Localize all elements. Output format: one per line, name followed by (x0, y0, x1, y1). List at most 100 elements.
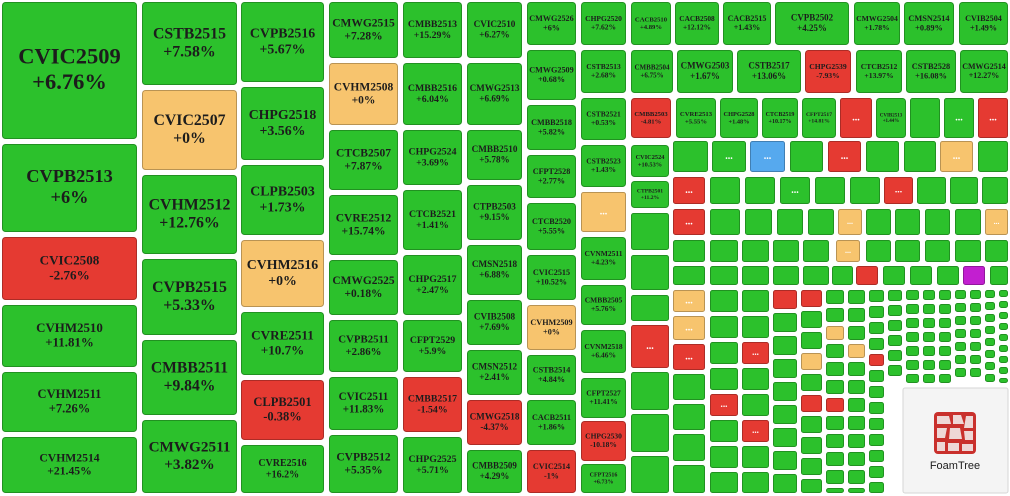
tile (801, 458, 822, 475)
tile (848, 380, 865, 394)
tile (923, 332, 935, 342)
tile (848, 452, 865, 466)
tile (970, 355, 981, 364)
tile (848, 326, 865, 340)
tile (527, 105, 576, 150)
tile (773, 405, 797, 424)
tile (467, 63, 522, 125)
tile (848, 344, 865, 358)
tile-name: CMWG2525 (332, 275, 395, 287)
tile (848, 416, 865, 430)
tile (848, 470, 865, 484)
tile (939, 290, 951, 300)
tile (710, 177, 740, 204)
tile-name: CMBB2511 (151, 359, 228, 376)
tile (710, 266, 738, 285)
more-label: ... (845, 246, 851, 255)
tile (467, 400, 522, 445)
tile (985, 314, 995, 322)
tile-name: CFPT2529 (410, 335, 455, 346)
tile-change: +1.44% (883, 119, 900, 124)
tile-change: +0% (543, 327, 560, 336)
tile-name: CACB2511 (532, 413, 571, 422)
tile (750, 141, 785, 172)
tile (999, 378, 1008, 383)
tile (742, 316, 769, 338)
tile (673, 316, 705, 340)
tile (710, 240, 738, 262)
tile-name: CVPB2511 (338, 334, 389, 346)
tile (869, 434, 884, 446)
tile (742, 420, 769, 442)
tile (985, 290, 995, 298)
tile-name: CVNM2511 (585, 249, 623, 258)
tile (869, 466, 884, 478)
tile-change: +12.76% (159, 215, 219, 232)
tile (241, 240, 324, 307)
tile-name: CHPG2539 (809, 62, 847, 71)
tile (329, 377, 398, 430)
tile (856, 50, 902, 93)
tile (999, 356, 1008, 363)
tile (773, 359, 797, 378)
tile-change: +0% (268, 273, 297, 288)
tile (527, 203, 576, 250)
tile (801, 290, 822, 307)
tile-name: CVHM2514 (39, 451, 99, 464)
tile (775, 2, 849, 45)
tile (888, 305, 902, 316)
tile (869, 402, 884, 414)
tile (581, 237, 626, 280)
tile (955, 240, 981, 262)
tile-name: CHPG2517 (408, 274, 456, 285)
tile-name: CLPB2503 (250, 184, 315, 199)
tile (832, 266, 853, 285)
tile (869, 386, 884, 398)
tile (773, 336, 797, 355)
tile (581, 192, 626, 232)
tile (329, 260, 398, 315)
tile (950, 177, 978, 204)
tile (527, 450, 576, 493)
tile-name: CMSN2512 (472, 362, 518, 372)
tile (869, 482, 884, 493)
tile (801, 332, 822, 349)
tile (581, 378, 626, 418)
tile (527, 400, 576, 445)
tile (773, 290, 797, 309)
tile (723, 2, 771, 45)
tile (888, 365, 902, 376)
tile (848, 362, 865, 376)
tile-name: CMBB2518 (531, 118, 572, 127)
tile-name: CSTB2513 (586, 62, 621, 71)
tile (925, 209, 950, 235)
tile (985, 338, 995, 346)
tile (581, 330, 626, 373)
tile (581, 421, 626, 461)
tile-change: +4.29% (480, 471, 510, 481)
tile-change: +1.78% (864, 23, 889, 32)
tile (999, 334, 1008, 341)
tile (403, 130, 462, 185)
tile-change: +1.73% (260, 199, 306, 214)
tile-change: +1.49% (970, 23, 997, 32)
tile-name: CVRE2512 (336, 212, 392, 224)
tile (673, 141, 708, 172)
tile-change: +13.97% (864, 71, 893, 80)
tile-change: +5.55% (538, 226, 565, 235)
tile (631, 414, 669, 452)
tile-change: +10.17% (769, 119, 792, 125)
tile (808, 209, 834, 235)
tile (329, 63, 398, 125)
tile-name: CFPT2517 (806, 112, 832, 118)
tile (970, 368, 981, 377)
tile-change: +3.56% (260, 123, 306, 138)
more-label: ... (685, 295, 693, 306)
tile (805, 50, 851, 93)
tile-change: +16.08% (915, 71, 947, 80)
tile-name: CSTB2515 (153, 25, 226, 42)
tile-name: CVRE2516 (258, 458, 306, 469)
tile-name: CVIB2504 (965, 14, 1002, 23)
tile-name: CACB2508 (679, 14, 715, 23)
tile (631, 50, 673, 93)
